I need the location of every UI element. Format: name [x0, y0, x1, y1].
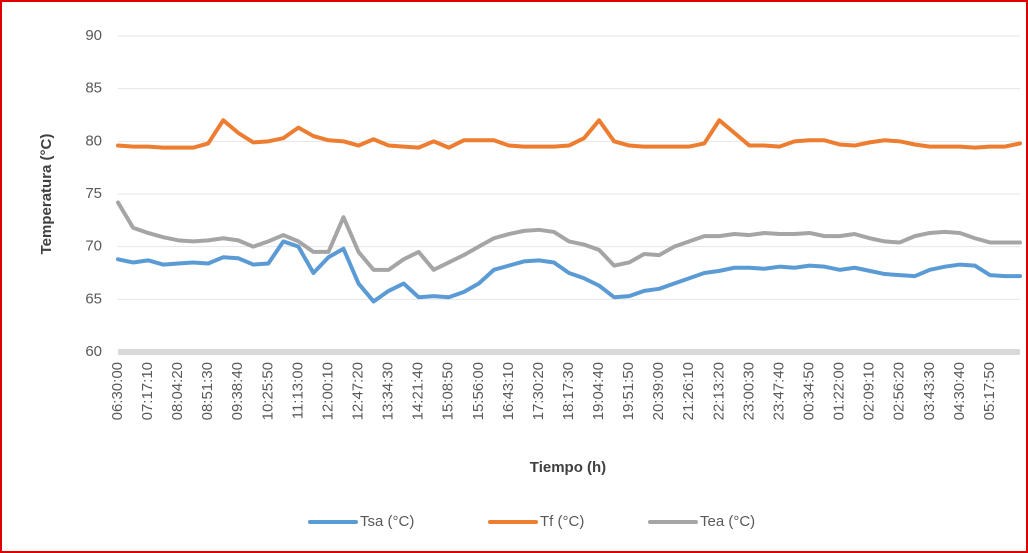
x-tick-label: 03:43:30 [921, 362, 938, 420]
x-tick-label: 19:51:50 [620, 362, 637, 420]
x-tick-label: 06:30:00 [109, 362, 126, 420]
y-tick-label: 60 [85, 343, 102, 360]
x-tick-label: 16:43:10 [500, 362, 517, 420]
x-tick-label: 09:38:40 [229, 362, 246, 420]
x-tick-label: 22:13:20 [710, 362, 727, 420]
x-tick-label: 23:47:40 [770, 362, 787, 420]
x-tick-label: 07:17:10 [139, 362, 156, 420]
y-tick-label: 75 [85, 185, 102, 202]
x-tick-label: 21:26:10 [680, 362, 697, 420]
legend-label: Tea (°C) [700, 513, 755, 530]
x-tick-label: 01:22:00 [831, 362, 848, 420]
y-axis-title: Temperatura (°C) [38, 134, 55, 255]
x-tick-label: 12:47:20 [350, 362, 367, 420]
y-tick-label: 70 [85, 238, 102, 255]
x-tick-label: 20:39:00 [650, 362, 667, 420]
x-tick-label: 00:34:50 [801, 362, 818, 420]
x-tick-label: 08:04:20 [169, 362, 186, 420]
x-tick-label: 10:25:50 [259, 362, 276, 420]
x-tick-label: 02:56:20 [891, 362, 908, 420]
x-tick-label: 15:08:50 [440, 362, 457, 420]
x-tick-label: 11:13:00 [289, 362, 306, 419]
x-tick-label: 14:21:40 [410, 362, 427, 420]
x-tick-label: 12:00:10 [319, 362, 336, 420]
x-tick-label: 15:56:00 [470, 362, 487, 420]
y-tick-label: 65 [85, 290, 102, 307]
x-tick-label: 13:34:30 [380, 362, 397, 420]
x-tick-label: 19:04:40 [590, 362, 607, 420]
y-tick-label: 90 [85, 27, 102, 44]
series-line [116, 239, 1022, 304]
legend-label: Tf (°C) [540, 513, 584, 530]
series-line [116, 200, 1022, 272]
x-tick-label: 18:17:30 [560, 362, 577, 420]
x-tick-label: 04:30:40 [951, 362, 968, 420]
x-tick-label: 17:30:20 [530, 362, 547, 420]
y-tick-label: 80 [85, 132, 102, 149]
x-axis-title: Tiempo (h) [530, 459, 606, 476]
legend-label: Tsa (°C) [360, 513, 414, 530]
x-tick-label: 23:00:30 [740, 362, 757, 420]
y-tick-label: 85 [85, 80, 102, 97]
series-line [116, 118, 1022, 150]
x-tick-label: 02:09:10 [861, 362, 878, 420]
x-tick-label: 05:17:50 [981, 362, 998, 420]
x-tick-label: 08:51:30 [199, 362, 216, 420]
